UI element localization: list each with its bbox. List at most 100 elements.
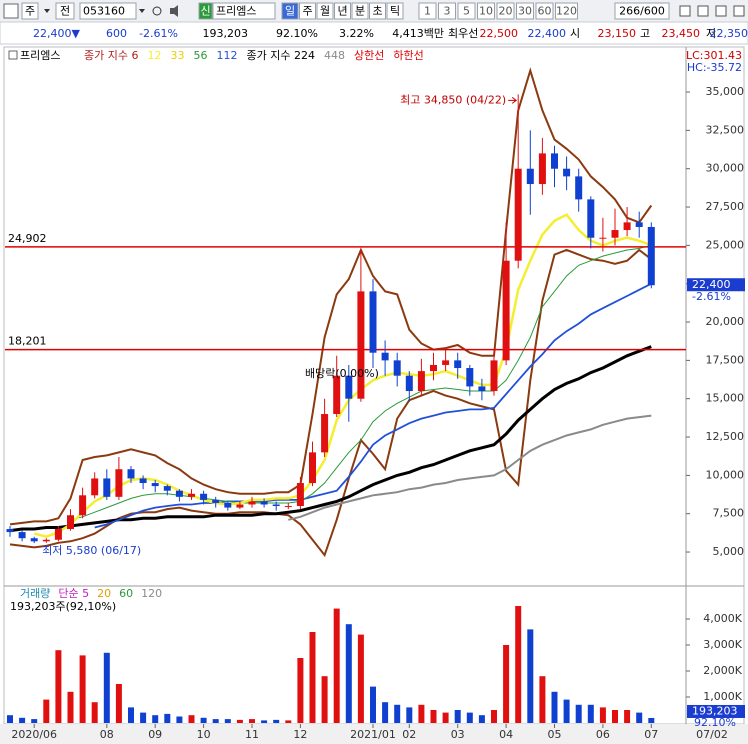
toolbar-label[interactable]: 120: [556, 5, 577, 18]
toolbar-label[interactable]: 3: [444, 5, 451, 18]
x-tick-label: 2020/06: [11, 728, 57, 741]
legend-entry: 448: [324, 49, 345, 62]
volume-bar: [115, 683, 122, 723]
toolbar-label[interactable]: 분: [355, 5, 365, 18]
toolbar-button[interactable]: [516, 2, 534, 20]
info-value: 최우선: [448, 27, 478, 40]
candle-body: [599, 237, 607, 239]
toolbar-label[interactable]: 1: [424, 5, 431, 18]
toolbar-button[interactable]: [281, 2, 299, 20]
y-tick-label: 12,500: [706, 430, 745, 443]
annotation: 최저 5,580 (06/17): [42, 544, 141, 557]
volume-bar: [140, 712, 147, 723]
volume-bar: [55, 650, 62, 723]
toolbar-button[interactable]: [316, 2, 334, 20]
toolbar-label[interactable]: 월: [320, 5, 330, 18]
toolbar-button[interactable]: [535, 2, 554, 20]
toolbar-button[interactable]: [79, 2, 137, 20]
toolbar-icon[interactable]: [733, 5, 745, 17]
volume-bar: [79, 655, 86, 723]
candle-body: [30, 538, 38, 542]
toolbar-button[interactable]: [496, 2, 515, 20]
candle-body: [284, 506, 292, 508]
x-tick-label: 03: [451, 728, 465, 741]
volume-bar: [249, 719, 255, 723]
toolbar-button[interactable]: [55, 2, 75, 20]
y-tick-label: 5,000: [713, 545, 745, 558]
toolbar-button[interactable]: [418, 2, 437, 20]
toolbar-label[interactable]: 주: [302, 5, 312, 18]
info-value: -2.61%: [139, 27, 178, 40]
candle-body: [67, 515, 74, 530]
x-tick-label: 2021/01: [350, 728, 396, 741]
candle-body: [526, 168, 534, 185]
toolbar-label[interactable]: 신: [200, 5, 210, 18]
toolbar-icon[interactable]: [679, 5, 691, 17]
volume-bar: [103, 652, 110, 723]
toolbar-label[interactable]: 초: [372, 5, 382, 18]
toolbar-label[interactable]: 5: [463, 5, 470, 18]
toolbar-label[interactable]: 266/600: [619, 5, 665, 18]
sound-icon[interactable]: [170, 5, 178, 17]
candle-body: [345, 375, 353, 399]
x-tick-label: 06: [596, 728, 610, 741]
candle-body: [587, 199, 595, 238]
candle-body: [551, 153, 558, 169]
toolbar-button[interactable]: [457, 2, 476, 20]
toolbar-button[interactable]: [21, 2, 39, 20]
toolbar-label[interactable]: 60: [538, 5, 552, 18]
corner-label: HC:-35.72: [687, 61, 742, 74]
info-value: 시: [570, 27, 580, 40]
toolbar-button[interactable]: [477, 2, 495, 20]
toolbar-label[interactable]: 20: [499, 5, 513, 18]
search-icon[interactable]: [152, 6, 162, 16]
volume-legend: 단순 5: [58, 587, 89, 600]
volume-bar: [406, 707, 413, 723]
dropdown-arrow[interactable]: [44, 9, 50, 13]
volume-bar: [333, 608, 340, 723]
annotation: 최고 34,850 (04/22): [400, 93, 506, 106]
x-tick-label: 07: [644, 728, 658, 741]
dropdown-arrow[interactable]: [139, 9, 145, 13]
last-volume: 193,203: [692, 704, 738, 717]
toolbar-label[interactable]: 30: [518, 5, 532, 18]
toolbar-label[interactable]: 틱: [390, 5, 400, 18]
toolbar-button[interactable]: [555, 2, 578, 20]
toolbar-button[interactable]: [438, 2, 456, 20]
volume-legend: 60: [119, 587, 133, 600]
toolbar-button[interactable]: [614, 2, 670, 20]
toolbar-button[interactable]: [198, 2, 213, 20]
toolbar-label[interactable]: 프리엠스: [216, 5, 256, 18]
legend-entry: 112: [216, 49, 237, 62]
y-tick-label: 30,000: [706, 162, 745, 175]
volume-bar: [345, 624, 352, 723]
toolbar-label[interactable]: 주: [25, 5, 35, 18]
volume-bar: [297, 657, 304, 723]
panel-icon[interactable]: [8, 50, 18, 60]
x-tick-label: 12: [293, 728, 307, 741]
candle-body: [442, 360, 450, 365]
toolbar-button[interactable]: [351, 2, 369, 20]
toolbar-label[interactable]: 053160: [83, 5, 125, 18]
candle-body: [514, 168, 522, 261]
volume-bar: [212, 719, 219, 723]
toolbar-icon[interactable]: [697, 5, 709, 17]
x-end-label: 07/02: [696, 728, 728, 741]
layout-icon[interactable]: [3, 3, 19, 19]
volume-bar: [200, 717, 207, 723]
toolbar-button[interactable]: [369, 2, 386, 20]
toolbar-button[interactable]: [334, 2, 351, 20]
toolbar-label[interactable]: 전: [60, 5, 70, 18]
toolbar-button[interactable]: [299, 2, 316, 20]
toolbar-label[interactable]: 일: [285, 4, 295, 18]
toolbar-label[interactable]: 10: [479, 5, 493, 18]
toolbar-label[interactable]: 년: [337, 5, 347, 18]
annotation-arrow: [508, 96, 518, 104]
toolbar-button[interactable]: [212, 2, 276, 20]
toolbar-icon[interactable]: [715, 5, 727, 17]
volume-bar: [128, 707, 134, 723]
candle-body: [393, 360, 401, 376]
volume-bar: [273, 719, 280, 723]
candle-body: [417, 371, 425, 392]
toolbar-button[interactable]: [386, 2, 404, 20]
